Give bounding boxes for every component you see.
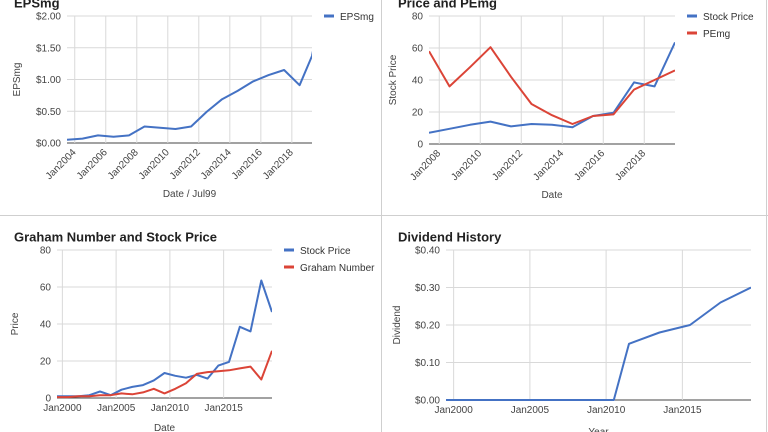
y-tick-label: 0 [45, 394, 51, 405]
x-tick-label: Jan2018 [261, 147, 296, 182]
chart-title: Price and PEmg [398, 0, 497, 11]
y-tick-label: 20 [40, 357, 52, 368]
y-tick-label: 40 [40, 320, 52, 331]
chart-epsmg-svg: EPSmg$0.00$0.50$1.00$1.50$2.00Jan2004Jan… [12, 0, 374, 200]
series-line-epsmg [67, 55, 312, 141]
y-tick-label: $0.00 [36, 139, 61, 150]
x-axis-label: Date / Jul99 [163, 189, 217, 200]
x-tick-label: Jan2012 [168, 147, 203, 182]
x-axis-label: Year [588, 427, 609, 432]
y-tick-label: 80 [40, 246, 52, 257]
series-line-series-1 [311, 50, 312, 56]
x-tick-label: Jan2010 [137, 147, 172, 182]
chart-dividend-svg: Dividend History $0.00 $0.10 $0.20 $0.30 $0.4… [392, 230, 751, 432]
chart-panel-epsmg: EPSmg $0.00 $0.50 $1.00 $1.50 $2.00 Jan2004 Jan… [0, 0, 382, 214]
y-tick-label: $0.30 [415, 283, 440, 294]
x-tick-label: Jan2010 [151, 403, 190, 414]
chart-graham-svg: Graham Number and Stock Price 0 20 40 60 80 Ja… [10, 230, 375, 432]
x-tick-label: Jan2014 [531, 148, 566, 183]
x-tick-label: Jan2005 [511, 405, 550, 416]
y-tick-label: $0.00 [415, 396, 440, 407]
x-tick-label: Jan2004 [44, 147, 79, 182]
y-axis-label: EPSmg [12, 63, 23, 97]
legend-label: EPSmg [340, 12, 374, 23]
series-line-stock-price [57, 279, 272, 398]
chart-title: Graham Number and Stock Price [14, 230, 217, 245]
series-line-pemg [429, 46, 675, 125]
y-tick-label: 60 [40, 283, 52, 294]
series-line-stock-price [429, 41, 675, 134]
y-tick-label: 40 [412, 76, 424, 87]
divider-vertical [381, 0, 382, 432]
x-axis-label: Date [541, 190, 563, 201]
y-axis-label: Stock Price [388, 54, 399, 105]
x-tick-label: Jan2010 [587, 405, 626, 416]
legend-label: Stock Price [300, 246, 351, 257]
y-tick-label: $2.00 [36, 12, 61, 23]
chart-panel-dividend: Dividend History $0.00 $0.10 $0.20 $0.30 $0.4… [384, 218, 766, 432]
x-axis-label: Date [154, 423, 176, 432]
y-tick-label: 0 [417, 140, 423, 151]
y-tick-label: 20 [412, 108, 424, 119]
y-tick-label: $1.00 [36, 75, 61, 86]
y-axis-label: Price [10, 312, 21, 335]
legend-label: PEmg [703, 29, 730, 40]
chart-panel-price-pe: Price and PEmg 0 20 40 60 80 Jan2008 Jan2010 Jan… [384, 0, 766, 214]
y-tick-label: $0.10 [415, 358, 440, 369]
divider-horizontal [0, 215, 768, 216]
x-tick-label: Jan2014 [199, 147, 234, 182]
x-tick-label: Jan2018 [613, 148, 648, 183]
legend-label: Graham Number [300, 263, 375, 274]
y-tick-label: $0.50 [36, 107, 61, 118]
x-tick-label: Jan2008 [408, 148, 443, 183]
x-tick-label: Jan2005 [97, 403, 136, 414]
x-tick-label: Jan2000 [434, 405, 473, 416]
y-axis-label: Dividend [392, 306, 403, 345]
y-tick-label: 80 [412, 12, 424, 23]
y-tick-label: 60 [412, 44, 424, 55]
y-tick-label: $0.40 [415, 246, 440, 257]
x-tick-label: Jan2015 [204, 403, 243, 414]
x-tick-label: Jan2016 [572, 148, 607, 183]
divider-right [766, 0, 767, 432]
chart-panel-graham: Graham Number and Stock Price 0 20 40 60 80 Ja… [0, 218, 382, 432]
series-line-series-0 [446, 286, 751, 401]
x-tick-label: Jan2008 [106, 147, 141, 182]
chart-title: Dividend History [398, 230, 502, 245]
x-tick-label: Jan2006 [75, 147, 110, 182]
chart-title: EPSmg [14, 0, 60, 11]
x-tick-label: Jan2010 [449, 148, 484, 183]
legend-label: Stock Price [703, 12, 754, 23]
y-tick-label: $1.50 [36, 43, 61, 54]
y-tick-label: $0.20 [415, 321, 440, 332]
series-line-graham-number [57, 350, 272, 399]
x-tick-label: Jan2015 [663, 405, 702, 416]
x-tick-label: Jan2000 [43, 403, 82, 414]
x-tick-label: Jan2016 [230, 147, 265, 182]
x-tick-label: Jan2012 [490, 148, 525, 183]
